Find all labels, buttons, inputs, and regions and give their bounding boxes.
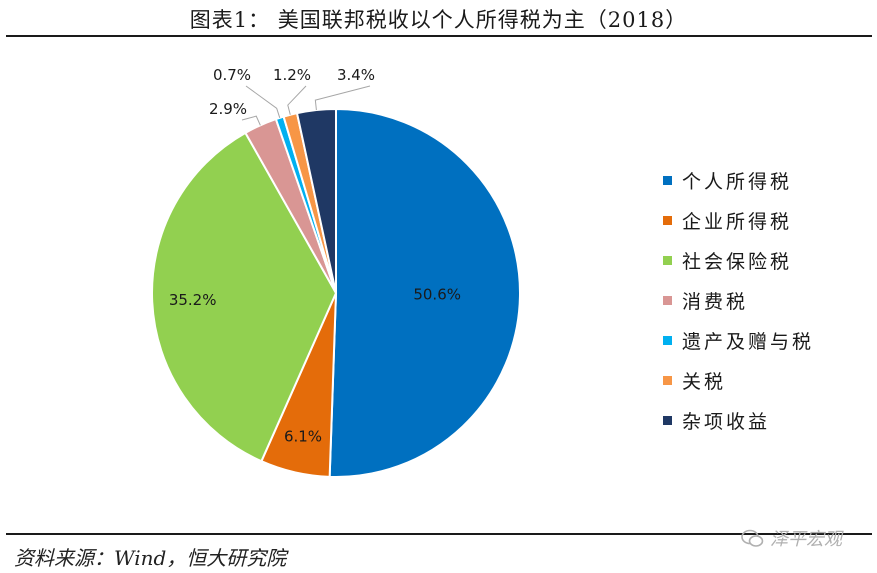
- legend-label: 关税: [682, 370, 727, 393]
- data-label-3: 2.9%: [209, 100, 247, 118]
- leader-line-3: [241, 115, 261, 126]
- pie-slice-2: [151, 131, 338, 463]
- legend-item-5: 关税: [663, 360, 814, 400]
- legend-swatch: [663, 255, 672, 265]
- leader-line-5: [287, 85, 307, 115]
- legend-label: 杂项收益: [682, 410, 771, 433]
- leader-line-6: [314, 85, 371, 111]
- title-rule: [6, 35, 872, 37]
- legend-swatch: [663, 335, 672, 345]
- legend-item-4: 遗产及赠与税: [663, 320, 814, 360]
- chart-title: 图表1： 美国联邦税收以个人所得税为主（2018）: [189, 8, 688, 32]
- legend-swatch: [663, 215, 672, 225]
- data-label-4: 0.7%: [213, 66, 251, 84]
- legend-label: 社会保险税: [682, 250, 793, 273]
- legend-item-0: 个人所得税: [663, 160, 814, 200]
- legend-item-1: 企业所得税: [663, 200, 814, 240]
- legend-item-3: 消费税: [663, 280, 814, 320]
- data-label-1: 6.1%: [284, 427, 322, 445]
- pie-chart: 50.6% 6.1% 35.2% 2.9% 0.7% 1.2% 3.4%: [151, 66, 521, 478]
- data-label-5: 1.2%: [273, 66, 311, 84]
- leader-line-4: [245, 85, 281, 118]
- legend-swatch: [663, 295, 672, 305]
- leader-lines: [241, 85, 371, 126]
- legend-item-2: 社会保险税: [663, 240, 814, 280]
- wechat-icon: [741, 529, 764, 547]
- watermark-text: 泽平宏观: [770, 529, 842, 550]
- legend-label: 个人所得税: [682, 170, 793, 193]
- pie-slice-0: [328, 107, 521, 478]
- legend-swatch: [663, 375, 672, 385]
- legend-label: 遗产及赠与税: [682, 330, 815, 353]
- data-label-6: 3.4%: [337, 66, 375, 84]
- footer-rule: [6, 533, 872, 535]
- watermark: 泽平宏观: [740, 525, 842, 551]
- legend-item-6: 杂项收益: [663, 400, 814, 440]
- legend-swatch: [663, 175, 672, 185]
- data-labels: 50.6% 6.1% 35.2% 2.9% 0.7% 1.2% 3.4%: [169, 66, 461, 445]
- data-label-0: 50.6%: [413, 286, 461, 304]
- data-label-2: 35.2%: [169, 291, 217, 309]
- pie-slices: [151, 107, 521, 478]
- legend-swatch: [663, 415, 672, 425]
- legend-label: 企业所得税: [682, 210, 793, 233]
- legend: 个人所得税企业所得税社会保险税消费税遗产及赠与税 关税杂项收益: [663, 160, 814, 440]
- source-note: 资料来源：Wind，恒大研究院: [14, 546, 287, 570]
- legend-label: 消费税: [682, 290, 749, 313]
